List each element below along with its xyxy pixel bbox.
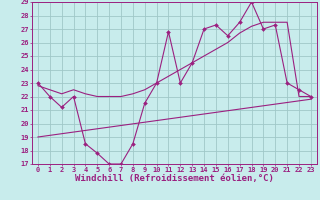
X-axis label: Windchill (Refroidissement éolien,°C): Windchill (Refroidissement éolien,°C) (75, 174, 274, 183)
